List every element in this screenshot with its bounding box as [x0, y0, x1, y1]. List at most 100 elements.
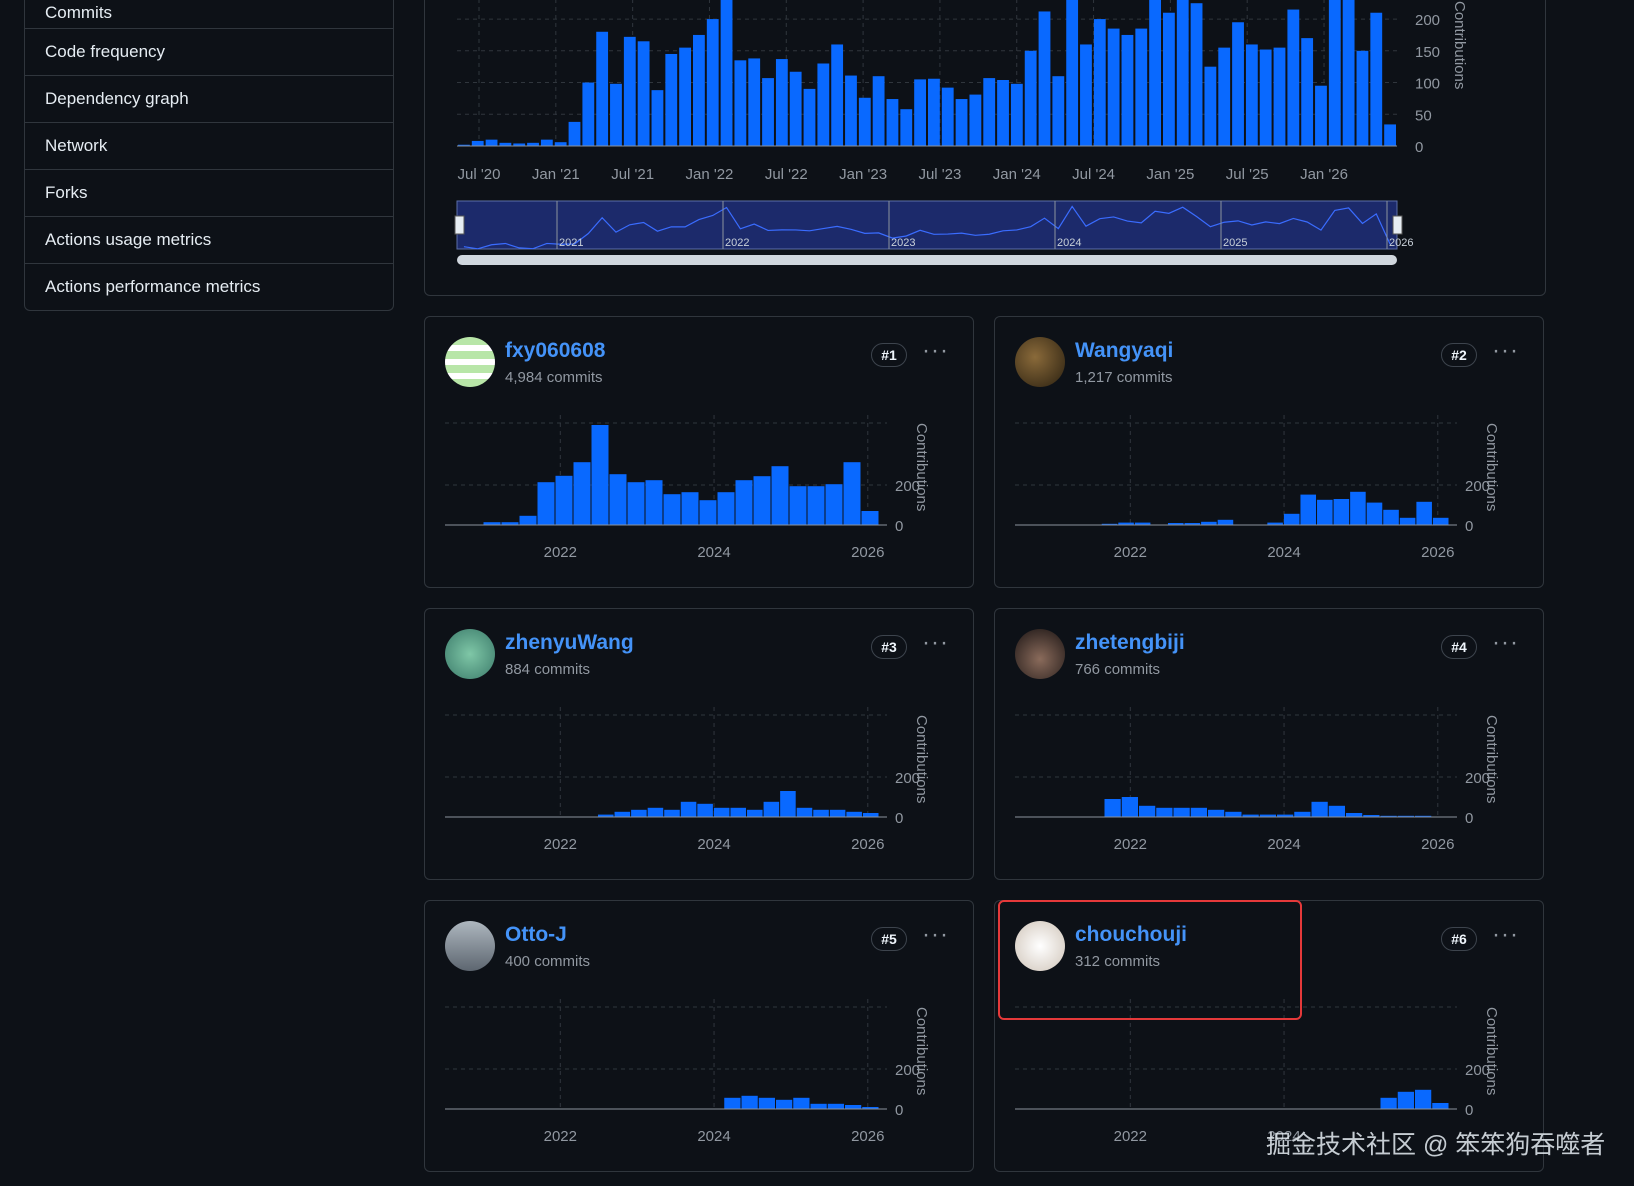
contribution-bar: [914, 79, 926, 146]
contribution-bar: [1201, 521, 1217, 525]
x-tick-label: 2026: [851, 1128, 884, 1145]
contribution-bar: [1173, 807, 1190, 817]
contributor-name-link[interactable]: zhetengbiji: [1075, 631, 1185, 654]
contribution-bar: [872, 76, 885, 146]
contribution-bar: [1259, 814, 1276, 817]
contribution-bar: [1317, 499, 1333, 525]
commit-count: 1,217 commits: [1075, 369, 1173, 386]
contribution-bar: [596, 31, 609, 147]
contributor-name-link[interactable]: chouchouji: [1075, 923, 1187, 946]
sidebar-item-code-frequency[interactable]: Code frequency: [25, 28, 393, 75]
contributor-chart: 0 200 2022 2024 2026 Contributions: [445, 999, 930, 1145]
y-tick-label: 200: [1415, 12, 1440, 29]
contribution-bar: [631, 809, 647, 817]
contributor-name-link[interactable]: zhenyuWang: [505, 631, 634, 654]
contribution-bar: [527, 142, 539, 146]
contribution-bar: [730, 807, 747, 817]
contribution-bar: [1397, 1091, 1414, 1109]
rank-badge: #1: [871, 343, 907, 367]
sidebar-item-commits[interactable]: Commits: [45, 3, 113, 22]
avatar[interactable]: [445, 337, 495, 387]
contribution-bar: [1363, 815, 1380, 817]
contribution-bar: [537, 482, 555, 525]
more-options-icon[interactable]: ···: [922, 629, 949, 656]
navigator-scrollbar: [457, 255, 1397, 265]
contribution-bar: [1245, 44, 1258, 146]
sidebar-item-actions-usage-metrics[interactable]: Actions usage metrics: [25, 216, 393, 263]
more-options-icon[interactable]: ···: [922, 921, 949, 948]
contribution-bar: [810, 1103, 827, 1109]
y-axis-title: Contributions: [1483, 715, 1500, 803]
contribution-bar: [1342, 0, 1355, 146]
contribution-bar: [1052, 76, 1065, 146]
x-tick-label: 2022: [544, 544, 577, 561]
contribution-bar: [1366, 502, 1383, 525]
avatar[interactable]: [445, 921, 495, 971]
contribution-bar: [813, 809, 829, 817]
contribution-bar: [941, 87, 954, 146]
y-tick-label: 200: [895, 1062, 920, 1079]
contribution-bar: [1415, 815, 1432, 817]
x-tick-label: 2022: [1114, 1128, 1147, 1145]
contribution-bar: [458, 144, 470, 146]
commit-count: 312 commits: [1075, 953, 1161, 970]
more-options-icon[interactable]: ···: [1492, 629, 1519, 656]
contribution-bar: [758, 1097, 775, 1109]
contribution-bar: [1139, 805, 1156, 817]
contribution-bar: [753, 476, 771, 525]
navigator-year-label: 2023: [891, 237, 915, 249]
contribution-bar: [1163, 12, 1175, 146]
sidebar-item-dependency-graph[interactable]: Dependency graph: [25, 75, 393, 122]
avatar[interactable]: [1015, 921, 1065, 971]
sidebar-item-forks[interactable]: Forks: [25, 169, 393, 216]
contribution-bar: [1350, 491, 1366, 525]
contribution-bar: [1328, 805, 1345, 817]
contribution-bar: [1416, 501, 1432, 525]
contributor-name-link[interactable]: Otto-J: [505, 923, 567, 946]
contribution-bar: [609, 474, 627, 525]
more-options-icon[interactable]: ···: [1492, 337, 1519, 364]
commit-count: 400 commits: [505, 953, 591, 970]
contribution-bar: [762, 78, 774, 146]
contribution-bar: [1383, 509, 1399, 525]
contribution-bar: [591, 425, 609, 525]
contribution-bar: [706, 19, 719, 147]
more-options-icon[interactable]: ···: [1492, 921, 1519, 948]
contribution-bar: [1121, 34, 1134, 146]
contribution-bar: [1184, 523, 1201, 525]
y-tick-label: 0: [1465, 518, 1473, 535]
more-options-icon[interactable]: ···: [922, 337, 949, 364]
contribution-bar: [827, 1103, 844, 1109]
contribution-bar: [1208, 809, 1225, 817]
commit-count: 766 commits: [1075, 661, 1161, 678]
contributor-name-link[interactable]: fxy060608: [505, 339, 606, 362]
sidebar-item-network[interactable]: Network: [25, 122, 393, 169]
contribution-bar: [1259, 49, 1272, 146]
contribution-bar: [858, 97, 871, 146]
contribution-bar: [789, 486, 807, 525]
contribution-bar: [955, 99, 968, 146]
avatar[interactable]: [1015, 337, 1065, 387]
contribution-bar: [789, 71, 802, 146]
y-tick-label: 0: [1465, 1102, 1473, 1119]
contribution-bar: [724, 1097, 741, 1109]
contribution-bar: [845, 75, 857, 146]
rank-badge: #2: [1441, 343, 1477, 367]
sidebar-item-actions-performance-metrics[interactable]: Actions performance metrics: [25, 263, 393, 310]
contribution-bar: [1287, 9, 1300, 146]
watermark-text: 掘金技术社区 @ 笨笨狗吞噬者: [1266, 1131, 1606, 1159]
contribution-bar: [1121, 797, 1138, 817]
contributor-name-link[interactable]: Wangyaqi: [1075, 339, 1174, 362]
contribution-bar: [679, 47, 691, 147]
x-tick-label: 2022: [1114, 544, 1147, 561]
contribution-bar: [1328, 0, 1341, 146]
contribution-bar: [540, 139, 553, 146]
contribution-bar: [554, 142, 567, 146]
avatar[interactable]: [1015, 629, 1065, 679]
y-tick-label: 200: [895, 770, 920, 787]
contribution-bar: [513, 143, 526, 146]
avatar[interactable]: [445, 629, 495, 679]
x-tick-label: 2024: [697, 1128, 730, 1145]
contribution-bar: [1176, 0, 1189, 146]
navigator-left-handle: [454, 215, 465, 235]
